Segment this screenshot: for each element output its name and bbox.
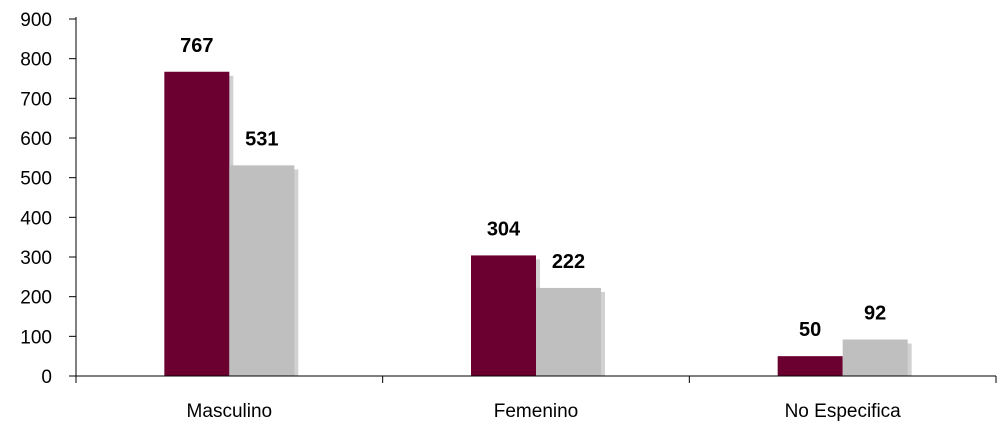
y-tick-label: 800 — [20, 50, 52, 71]
bar — [229, 165, 295, 376]
y-tick-label: 200 — [20, 288, 52, 309]
y-axis-ticks: 0 100 200 300 400 500 600 700 800 900 — [20, 10, 76, 388]
x-category-label: Masculino — [187, 401, 273, 422]
data-label: 767 — [180, 35, 213, 57]
x-category-label: Femenino — [494, 401, 579, 422]
y-tick-label: 500 — [20, 169, 52, 190]
y-tick-label: 100 — [20, 327, 52, 348]
bar — [536, 287, 601, 376]
y-tick-label: 0 — [41, 367, 52, 388]
x-axis-labels: Masculino Femenino No Especifica — [75, 376, 997, 422]
data-label: 531 — [245, 128, 278, 150]
axes — [75, 17, 996, 377]
y-tick-label: 700 — [20, 89, 52, 110]
bar — [777, 356, 843, 376]
data-label: 50 — [799, 319, 821, 341]
bar — [164, 71, 230, 377]
bar — [471, 255, 536, 376]
data-label: 222 — [552, 251, 585, 273]
data-labels: 767 531 304 222 50 92 — [180, 35, 886, 341]
y-tick-label: 400 — [20, 208, 52, 229]
y-tick-label: 900 — [20, 10, 52, 31]
y-tick-label: 600 — [20, 129, 52, 150]
data-label: 92 — [864, 303, 886, 325]
y-tick-label: 300 — [20, 248, 52, 269]
bars — [164, 71, 908, 377]
data-label: 304 — [487, 218, 521, 240]
x-category-label: No Especifica — [785, 401, 902, 422]
bar — [842, 339, 908, 376]
